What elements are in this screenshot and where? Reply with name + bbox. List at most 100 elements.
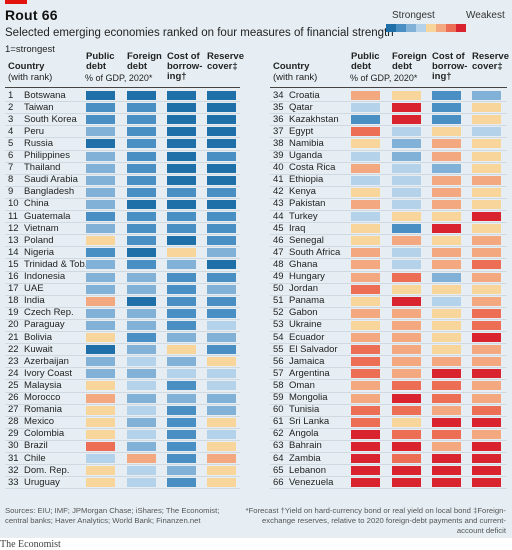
header-pct-gdp-right: % of GDP, 2020*	[350, 73, 418, 83]
row-country: Uruguay	[24, 476, 60, 488]
heat-cell-cost-of-borrowing	[167, 417, 196, 427]
row-country: Kenya	[289, 186, 316, 198]
row-rank: 58	[273, 379, 284, 391]
heat-cell-foreign-debt	[127, 103, 156, 113]
row-divider	[270, 391, 507, 393]
row-divider	[270, 222, 507, 224]
heat-cell-cost-of-borrowing	[167, 441, 196, 451]
heat-cell-reserve-cover	[472, 212, 501, 221]
row-divider	[270, 415, 507, 417]
heat-cell-cost-of-borrowing	[432, 405, 461, 415]
legend-swatch-7	[446, 24, 456, 32]
legend-swatch-5	[426, 24, 436, 32]
heat-cell-reserve-cover	[207, 405, 236, 415]
header-foreign-debt-2-left: debt	[127, 61, 148, 72]
heat-cell-cost-of-borrowing	[432, 393, 461, 403]
row-rank: 46	[273, 234, 284, 246]
heat-cell-reserve-cover	[207, 466, 236, 476]
row-divider	[5, 427, 240, 429]
row-divider	[270, 318, 507, 320]
heat-cell-public-debt	[86, 381, 115, 391]
row-divider	[270, 452, 507, 453]
row-country: Vietnam	[24, 222, 59, 234]
heat-cell-foreign-debt	[127, 91, 156, 100]
row-rank: 29	[8, 428, 19, 440]
row-rank: 65	[273, 464, 284, 476]
heat-cell-reserve-cover	[207, 224, 236, 234]
heat-cell-public-debt	[351, 333, 380, 342]
row-divider	[270, 427, 507, 429]
row-country: Morocco	[24, 392, 61, 403]
heat-cell-cost-of-borrowing	[167, 103, 196, 113]
heat-cell-cost-of-borrowing	[167, 369, 196, 379]
heat-cell-foreign-debt	[392, 441, 421, 451]
heat-cell-foreign-debt	[127, 248, 156, 258]
row-country: Bangladesh	[24, 186, 75, 198]
row-divider	[270, 439, 507, 441]
heat-cell-foreign-debt	[392, 393, 421, 403]
row-country: Croatia	[289, 89, 320, 101]
heat-cell-foreign-debt	[127, 187, 156, 197]
row-country: Uganda	[289, 150, 323, 161]
heat-cell-foreign-debt	[392, 91, 421, 100]
heat-cell-cost-of-borrowing	[167, 296, 196, 306]
row-country: Oman	[289, 379, 315, 391]
row-divider	[270, 173, 507, 175]
heat-cell-cost-of-borrowing	[432, 139, 461, 149]
heat-cell-foreign-debt	[392, 115, 421, 125]
heat-cell-reserve-cover	[207, 478, 236, 488]
heat-cell-cost-of-borrowing	[167, 454, 196, 463]
heat-cell-cost-of-borrowing	[167, 199, 196, 209]
row-divider	[270, 331, 507, 332]
row-rank: 31	[8, 452, 19, 464]
row-divider	[5, 367, 240, 369]
header-cost-2-left: borrow-	[167, 61, 203, 72]
header-foreign-debt-1-right: Foreign	[392, 51, 427, 62]
heat-cell-cost-of-borrowing	[432, 345, 461, 355]
header-reserve-2-left: cover‡	[207, 61, 238, 72]
header-public-debt-1-left: Public	[86, 51, 115, 62]
heat-cell-public-debt	[351, 187, 380, 197]
header-reserve-2-right: cover‡	[472, 61, 503, 72]
heat-cell-cost-of-borrowing	[432, 91, 461, 100]
heat-cell-reserve-cover	[207, 454, 236, 463]
row-divider	[270, 185, 507, 187]
row-rank: 44	[273, 210, 284, 222]
row-divider	[5, 137, 240, 139]
row-country: Jordan	[289, 283, 319, 295]
row-country: Gabon	[289, 307, 318, 319]
heat-cell-reserve-cover	[207, 369, 236, 379]
heat-cell-foreign-debt	[392, 333, 421, 342]
heat-cell-foreign-debt	[392, 151, 421, 161]
heat-cell-reserve-cover	[207, 115, 236, 125]
heat-cell-public-debt	[351, 103, 380, 113]
heat-cell-reserve-cover	[207, 199, 236, 209]
heat-cell-reserve-cover	[207, 345, 236, 355]
heat-cell-public-debt	[86, 139, 115, 149]
heat-cell-foreign-debt	[392, 127, 421, 137]
heat-cell-foreign-debt	[392, 429, 421, 439]
heat-cell-cost-of-borrowing	[167, 308, 196, 318]
row-divider	[5, 306, 240, 308]
row-divider	[5, 173, 240, 175]
heat-cell-reserve-cover	[472, 236, 501, 246]
row-divider	[270, 355, 507, 357]
row-country: Trinidad & Tob.	[24, 258, 88, 270]
heat-cell-reserve-cover	[472, 224, 501, 234]
row-country: El Salvador	[289, 343, 338, 355]
row-country: Czech Rep.	[24, 307, 74, 319]
heat-cell-public-debt	[351, 163, 380, 173]
heat-cell-foreign-debt	[127, 115, 156, 125]
heat-cell-foreign-debt	[127, 466, 156, 476]
heat-cell-foreign-debt	[127, 272, 156, 282]
row-rank: 23	[8, 355, 19, 367]
heat-cell-foreign-debt	[392, 357, 421, 367]
heat-cell-public-debt	[86, 272, 115, 282]
row-rank: 6	[8, 150, 14, 161]
heat-cell-cost-of-borrowing	[167, 151, 196, 161]
header-country-sub-right: (with rank)	[273, 72, 318, 83]
row-rank: 27	[8, 404, 19, 416]
header-cost-3-right: ing†	[432, 71, 452, 82]
heat-cell-cost-of-borrowing	[432, 369, 461, 379]
heat-cell-cost-of-borrowing	[432, 381, 461, 391]
